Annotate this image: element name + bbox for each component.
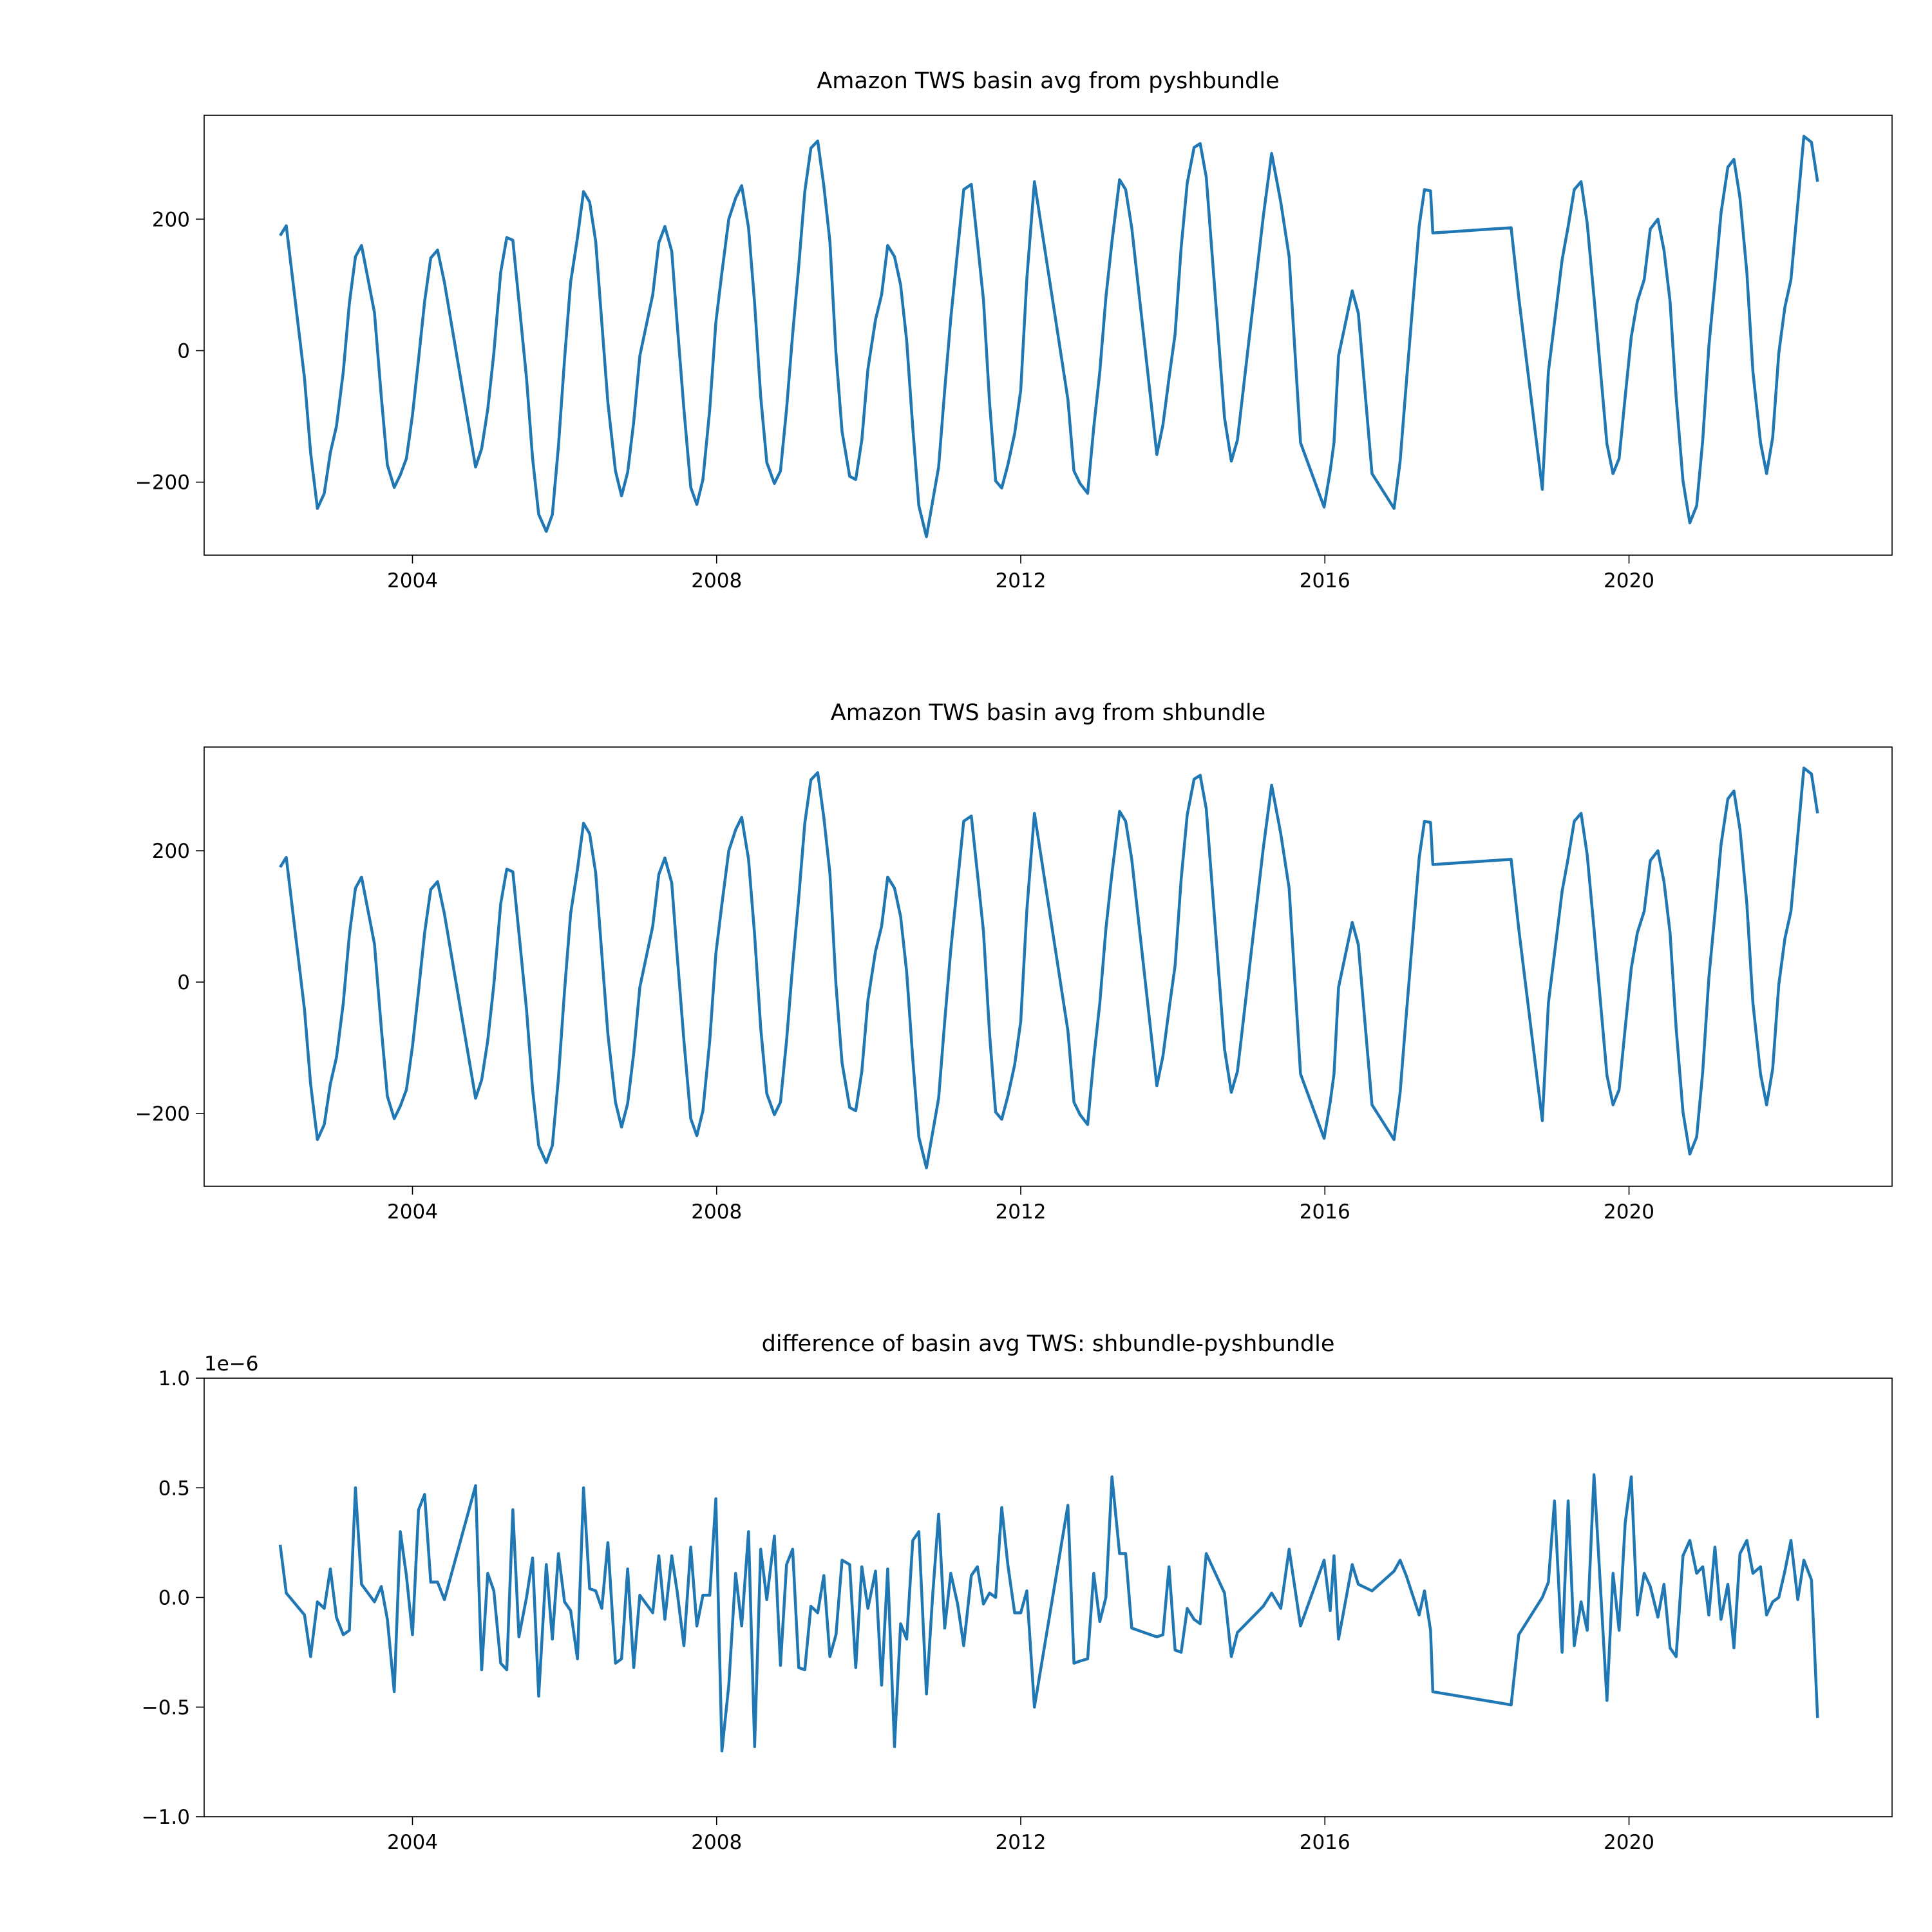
y-tick-label: 200 xyxy=(152,840,190,863)
x-tick-label: 2004 xyxy=(387,1831,438,1854)
data-line xyxy=(278,1473,1819,1753)
chart-title: Amazon TWS basin avg from shbundle xyxy=(831,700,1265,726)
y-offset-text: 1e−6 xyxy=(204,1352,259,1376)
x-tick-label: 2020 xyxy=(1604,1831,1654,1854)
x-tick-label: 2012 xyxy=(996,1200,1046,1224)
x-tick-label: 2004 xyxy=(387,569,438,592)
chart-title: difference of basin avg TWS: shbundle-py… xyxy=(762,1331,1335,1357)
x-tick-label: 2016 xyxy=(1300,1831,1350,1854)
chart-title: Amazon TWS basin avg from pyshbundle xyxy=(817,68,1279,94)
y-tick-label: 1.0 xyxy=(158,1367,190,1390)
y-tick-label: 0.0 xyxy=(158,1587,190,1610)
plot-frame xyxy=(204,115,1893,556)
plot-frame xyxy=(204,746,1893,1187)
x-tick-label: 2012 xyxy=(996,569,1046,592)
x-tick-label: 2012 xyxy=(996,1831,1046,1854)
y-tick-label: 0 xyxy=(177,971,190,994)
y-tick-label: −200 xyxy=(135,471,190,495)
x-tick-label: 2020 xyxy=(1604,1200,1654,1224)
data-line xyxy=(279,766,1819,1170)
y-tick-label: 0 xyxy=(177,339,190,363)
x-tick-label: 2008 xyxy=(691,1200,742,1224)
x-tick-label: 2008 xyxy=(691,1831,742,1854)
y-tick-label: −200 xyxy=(135,1103,190,1126)
y-tick-label: 200 xyxy=(152,208,190,231)
x-tick-label: 2020 xyxy=(1604,569,1654,592)
data-line xyxy=(279,135,1819,538)
y-tick-label: −0.5 xyxy=(142,1696,190,1719)
x-tick-label: 2016 xyxy=(1300,1200,1350,1224)
plot-frame xyxy=(204,1378,1893,1817)
x-tick-label: 2008 xyxy=(691,569,742,592)
x-tick-label: 2016 xyxy=(1300,569,1350,592)
y-tick-label: −1.0 xyxy=(142,1806,190,1829)
x-tick-label: 2004 xyxy=(387,1200,438,1224)
y-tick-label: 0.5 xyxy=(158,1477,190,1500)
